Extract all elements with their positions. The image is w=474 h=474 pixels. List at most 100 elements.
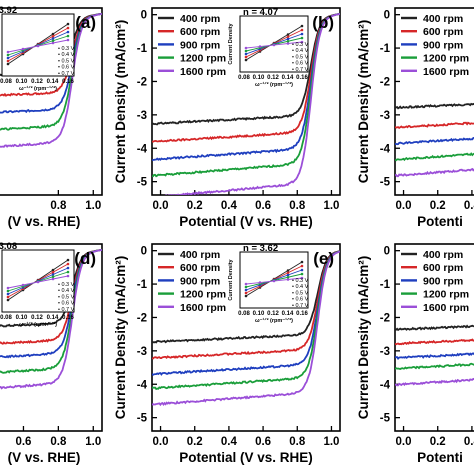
inset-x-tick-label: 0.08	[0, 315, 12, 321]
inset-point	[300, 36, 304, 40]
x-axis-label: Potential (V vs. RHE)	[179, 214, 313, 229]
inset-point	[286, 269, 290, 272]
inset-point	[51, 275, 55, 279]
inset-legend-entry: • 0.5 V	[58, 58, 75, 64]
inset-legend-entry: • 0.5 V	[292, 290, 309, 296]
legend-entry: 1200 rpm	[423, 53, 469, 65]
inset-x-tick-label: 0.08	[238, 311, 250, 317]
legend-entry: 400 rpm	[180, 13, 220, 25]
x-tick-label: 0.6	[255, 436, 271, 448]
legend-entry: 400 rpm	[423, 249, 463, 261]
legend-entry: 400 rpm	[180, 249, 220, 261]
lsv-curve	[395, 136, 474, 146]
inset-legend-entry: • 0.4 V	[292, 284, 309, 290]
lsv-curve	[0, 12, 102, 131]
inset-point	[244, 291, 248, 295]
legend-entry: 1600 rpm	[180, 302, 226, 314]
inset-point	[51, 268, 55, 272]
y-tick-label: -2	[137, 312, 147, 324]
inset-point	[258, 281, 262, 284]
legend-entry: 600 rpm	[180, 262, 220, 274]
inset-point	[300, 272, 304, 276]
inset-frame	[239, 251, 309, 309]
chart-panel-5: 0.0 0.2 0.4 0.6 0.8 1.0 0 -1 -2 -3 -4 -5 Potential (…	[113, 243, 341, 465]
x-tick-label: 0.8	[289, 200, 306, 212]
lsv-curve	[152, 250, 340, 407]
inset-x-axis-label: ω⁻¹ᐟ² (rpm⁻¹ᐟ²)	[19, 321, 57, 328]
inset-point	[66, 274, 70, 278]
inset-legend-entry: • 0.3 V	[58, 46, 75, 52]
lsv-curve	[395, 352, 474, 361]
y-tick-label: -2	[380, 312, 390, 324]
lsv-curve	[152, 250, 340, 360]
y-tick-label: -1	[137, 279, 148, 291]
inset-point	[51, 41, 55, 45]
x-tick-label: 0.2	[430, 436, 446, 448]
panel-letter: (b)	[312, 13, 334, 32]
curves	[395, 324, 474, 387]
inset-x-axis-label: ω⁻¹ᐟ² (rpm⁻¹ᐟ²)	[255, 317, 293, 324]
inset-point	[286, 273, 290, 277]
inset-n-value: n = 4.07	[243, 7, 278, 18]
inset-point	[258, 45, 262, 48]
y-axis-label: Current Density (mA/cm²)	[113, 256, 128, 420]
inset-point	[286, 39, 290, 43]
inset-legend-entry: • 0.7 V	[292, 67, 309, 73]
x-tick-label: 0.2	[187, 436, 203, 448]
x-tick-label: 0.2	[430, 200, 446, 212]
y-tick-label: -2	[137, 76, 147, 88]
y-axis-label: Current Density (mA/cm²)	[356, 20, 371, 184]
inset-point	[66, 22, 70, 26]
inset-y-axis-label: Current Density	[228, 258, 234, 300]
chart-panel-1: 0.81.0(V vs. RHE)n = 3.92• 0.3 V• 0.4 V•…	[0, 5, 103, 229]
inset-point	[300, 40, 304, 44]
inset-point	[300, 32, 304, 36]
x-tick-label: 0.8	[289, 436, 306, 448]
lsv-curve	[164, 13, 340, 195]
inset-point	[300, 276, 304, 280]
x-tick-label: 0.8	[50, 436, 67, 448]
inset-point	[6, 53, 10, 57]
y-tick-label: -3	[380, 346, 390, 358]
y-axis-label: Current Density (mA/cm²)	[113, 20, 128, 184]
inset-point	[300, 268, 304, 272]
inset-point	[272, 279, 276, 283]
legend-entry: 600 rpm	[423, 26, 463, 38]
inset-point	[244, 52, 248, 56]
inset-point	[6, 286, 10, 290]
inset-point	[6, 62, 10, 66]
lsv-curve	[0, 248, 102, 359]
inset-legend-entry: • 0.6 V	[292, 297, 309, 303]
lsv-curve	[395, 152, 474, 162]
x-tick-label: 0.0	[153, 436, 169, 448]
x-tick-label: 0.0	[396, 200, 412, 212]
x-axis-label: Potenti	[417, 214, 463, 229]
legend-entry: 1200 rpm	[180, 289, 226, 301]
inset-x-tick-label: 0.14	[282, 311, 294, 317]
inset-point	[244, 285, 248, 289]
inset-x-tick-label: 0.08	[238, 75, 250, 81]
legend-entry: 1600 rpm	[423, 66, 469, 78]
y-tick-label: -1	[380, 279, 391, 291]
x-tick-label: 0.4	[464, 200, 474, 212]
inset-legend-entry: • 0.7 V	[58, 307, 75, 313]
x-tick-label: 1.0	[323, 436, 339, 448]
lsv-curve	[152, 12, 340, 126]
legend-entry: 900 rpm	[180, 39, 220, 51]
inset-n-value: n = 3.92	[0, 5, 17, 16]
inset-point	[66, 26, 70, 30]
x-axis-label: (V vs. RHE)	[8, 450, 81, 465]
inset-point	[51, 39, 55, 43]
x-tick-label: 0.6	[255, 200, 271, 212]
x-tick-label: 0.4	[221, 200, 238, 212]
inset-x-tick-label: 0.12	[31, 79, 43, 85]
lsv-curve	[152, 250, 340, 391]
x-tick-label: 0.6	[15, 436, 31, 448]
x-tick-label: 1.0	[85, 200, 101, 212]
lsv-curve	[0, 13, 102, 148]
y-tick-label: -5	[137, 177, 148, 189]
legend-entry: 1600 rpm	[423, 302, 469, 314]
y-tick-label: -5	[380, 177, 391, 189]
panel-letter: (a)	[75, 13, 96, 32]
